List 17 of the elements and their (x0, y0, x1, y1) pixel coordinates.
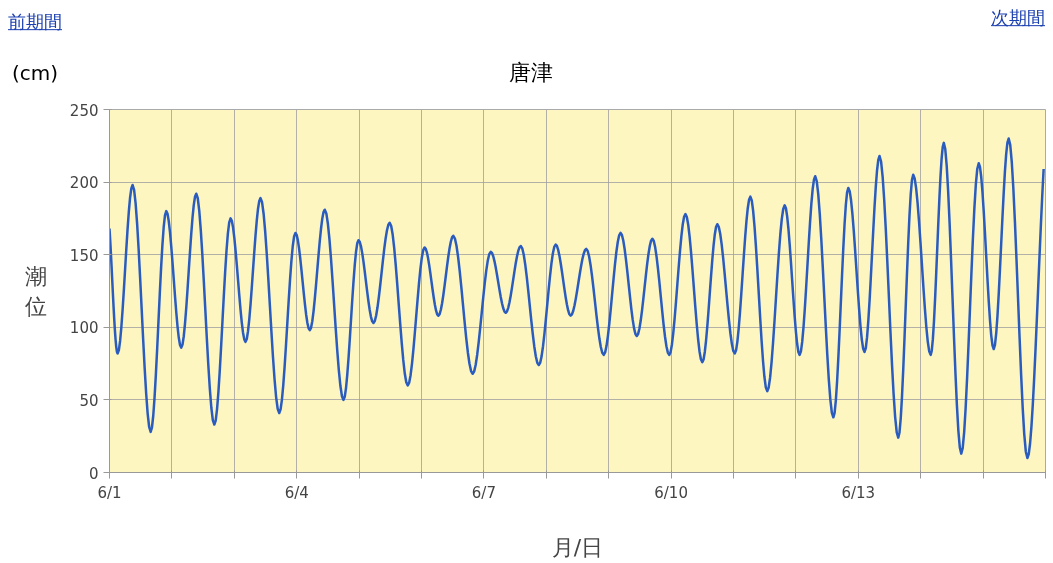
y-axis-title: 潮位 (24, 263, 47, 319)
x-tick-label: 6/13 (841, 483, 876, 502)
y-tick-label: 100 (69, 319, 99, 338)
x-axis-title: 月/日 (551, 534, 604, 560)
y-tick-label: 250 (69, 101, 99, 120)
y-tick-label: 150 (69, 246, 99, 265)
y-tick-label: 200 (69, 174, 99, 193)
text: 次期間 (991, 6, 1045, 31)
y-tick-label: 0 (88, 464, 99, 483)
x-tick-label: 6/7 (471, 483, 496, 502)
text: (cm) (12, 59, 59, 87)
x-tick-label: 6/4 (284, 483, 309, 502)
chart-title: 唐津 (509, 59, 553, 88)
y-tick-label: 50 (79, 391, 99, 410)
x-tick-label: 6/1 (97, 483, 122, 502)
x-tick-label: 6/10 (654, 483, 688, 502)
text: 前期間 (8, 10, 62, 35)
